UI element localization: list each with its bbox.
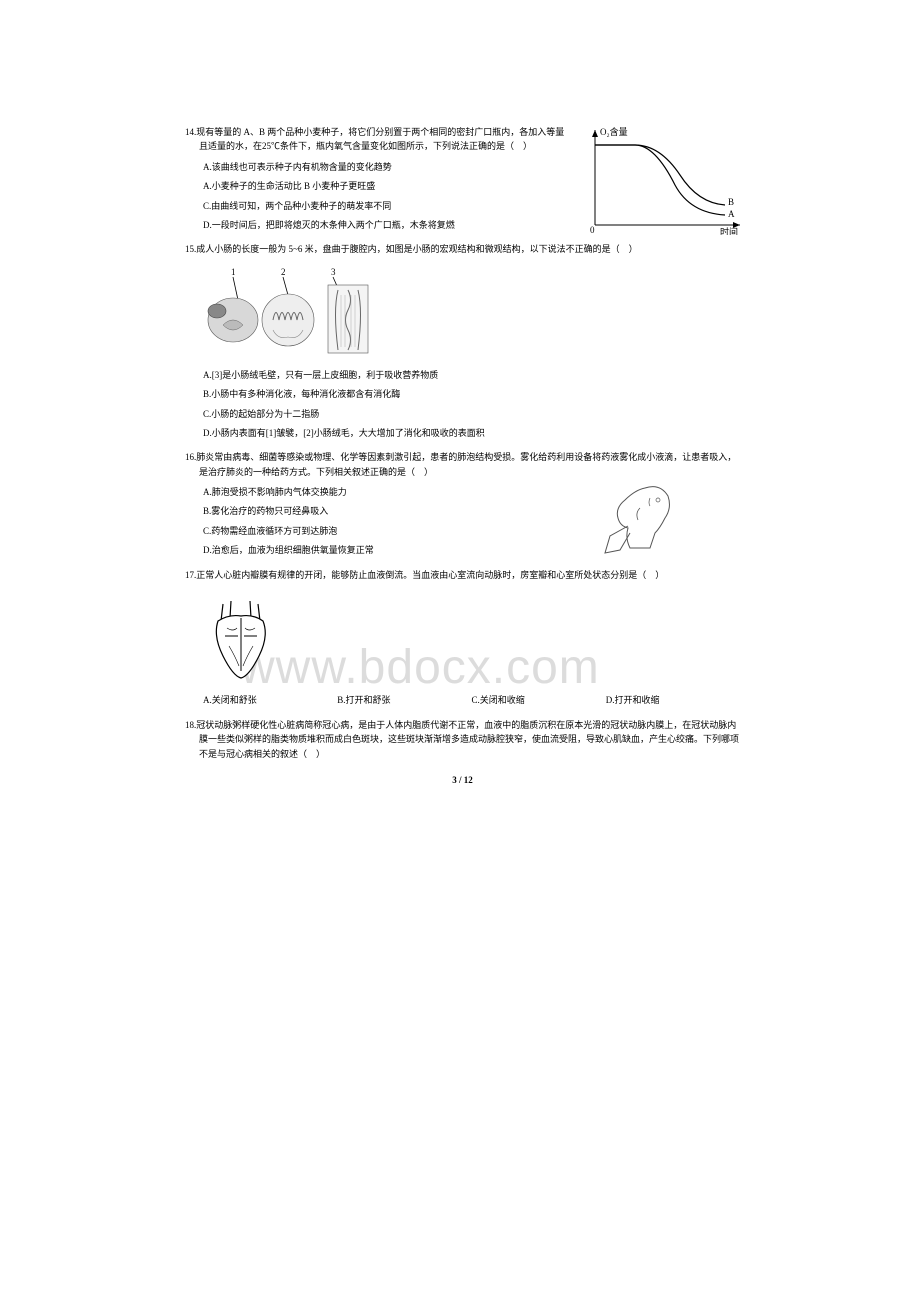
- q14-text: 现有等量的 A、B 两个品种小麦种子，将它们分别置于两个相同的密封广口瓶内，各加…: [196, 127, 564, 151]
- chart-xlabel: 时间: [720, 226, 738, 235]
- q15-num: 15.: [185, 244, 196, 254]
- q15-option-a: A.[3]是小肠绒毛壁，只有一层上皮细胞，利于吸收营养物质: [185, 368, 740, 382]
- q15-option-b: B.小肠中有多种消化液，每种消化液都含有消化酶: [185, 387, 740, 401]
- q16-num: 16.: [185, 452, 196, 462]
- page-content: 14.现有等量的 A、B 两个品种小麦种子，将它们分别置于两个相同的密封广口瓶内…: [185, 125, 740, 787]
- q17-option-b: B.打开和舒张: [337, 693, 471, 707]
- q17-text: 正常人心脏内瓣膜有规律的开闭，能够防止血液倒流。当血液由心室流向动脉时，房室瓣和…: [196, 570, 664, 580]
- q15-option-d: D.小肠内表面有[1]皱襞，[2]小肠绒毛，大大增加了消化和吸收的表面积: [185, 426, 740, 440]
- question-18: 18.冠状动脉粥样硬化性心脏病简称冠心病，是由于人体内脂质代谢不正常，血液中的脂…: [185, 718, 740, 761]
- question-15: 15.成人小肠的长度一般为 5~6 米，盘曲于腹腔内，如图是小肠的宏观结构和微观…: [185, 242, 740, 440]
- q15-text: 成人小肠的长度一般为 5~6 米，盘曲于腹腔内，如图是小肠的宏观结构和微观结构，…: [196, 244, 637, 254]
- q18-text: 冠状动脉粥样硬化性心脏病简称冠心病，是由于人体内脂质代谢不正常，血液中的脂质沉积…: [196, 720, 739, 759]
- q17-stem: 17.正常人心脏内瓣膜有规律的开闭，能够防止血液倒流。当血液由心室流向动脉时，房…: [185, 568, 740, 582]
- q16-text: 肺炎常由病毒、细菌等感染或物理、化学等因素刺激引起，患者的肺泡结构受损。雾化给药…: [196, 452, 736, 476]
- q15-option-c: C.小肠的起始部分为十二指肠: [185, 407, 740, 421]
- q17-num: 17.: [185, 570, 196, 580]
- page-number: 3 / 12: [185, 773, 740, 787]
- chart-origin: 0: [590, 225, 595, 235]
- fig15-label-1: 1: [231, 267, 236, 277]
- q16-figure: [600, 478, 700, 556]
- q15-stem: 15.成人小肠的长度一般为 5~6 米，盘曲于腹腔内，如图是小肠的宏观结构和微观…: [185, 242, 740, 256]
- q15-figure: 1 2 3: [203, 265, 403, 360]
- fig15-label-3: 3: [331, 267, 336, 277]
- q17-figure: [203, 596, 278, 681]
- chart-ylabel: O₂含量: [600, 126, 628, 137]
- fig15-label-2: 2: [281, 267, 286, 277]
- q18-num: 18.: [185, 720, 196, 730]
- q17-option-d: D.打开和收缩: [606, 693, 740, 707]
- question-14: 14.现有等量的 A、B 两个品种小麦种子，将它们分别置于两个相同的密封广口瓶内…: [185, 125, 740, 232]
- q17-option-c: C.关闭和收缩: [472, 693, 606, 707]
- q17-option-a: A.关闭和舒张: [203, 693, 337, 707]
- question-17: 17.正常人心脏内瓣膜有规律的开闭，能够防止血液倒流。当血液由心室流向动脉时，房…: [185, 568, 740, 708]
- q16-stem: 16.肺炎常由病毒、细菌等感染或物理、化学等因素刺激引起，患者的肺泡结构受损。雾…: [185, 450, 740, 479]
- question-16: 16.肺炎常由病毒、细菌等感染或物理、化学等因素刺激引起，患者的肺泡结构受损。雾…: [185, 450, 740, 557]
- chart-b-label: B: [728, 197, 734, 207]
- q18-stem: 18.冠状动脉粥样硬化性心脏病简称冠心病，是由于人体内脂质代谢不正常，血液中的脂…: [185, 718, 740, 761]
- q14-num: 14.: [185, 127, 196, 137]
- q17-options: A.关闭和舒张 B.打开和舒张 C.关闭和收缩 D.打开和收缩: [185, 693, 740, 707]
- q14-chart: O₂含量 时间 B A 0: [580, 125, 745, 235]
- chart-a-label: A: [728, 209, 735, 219]
